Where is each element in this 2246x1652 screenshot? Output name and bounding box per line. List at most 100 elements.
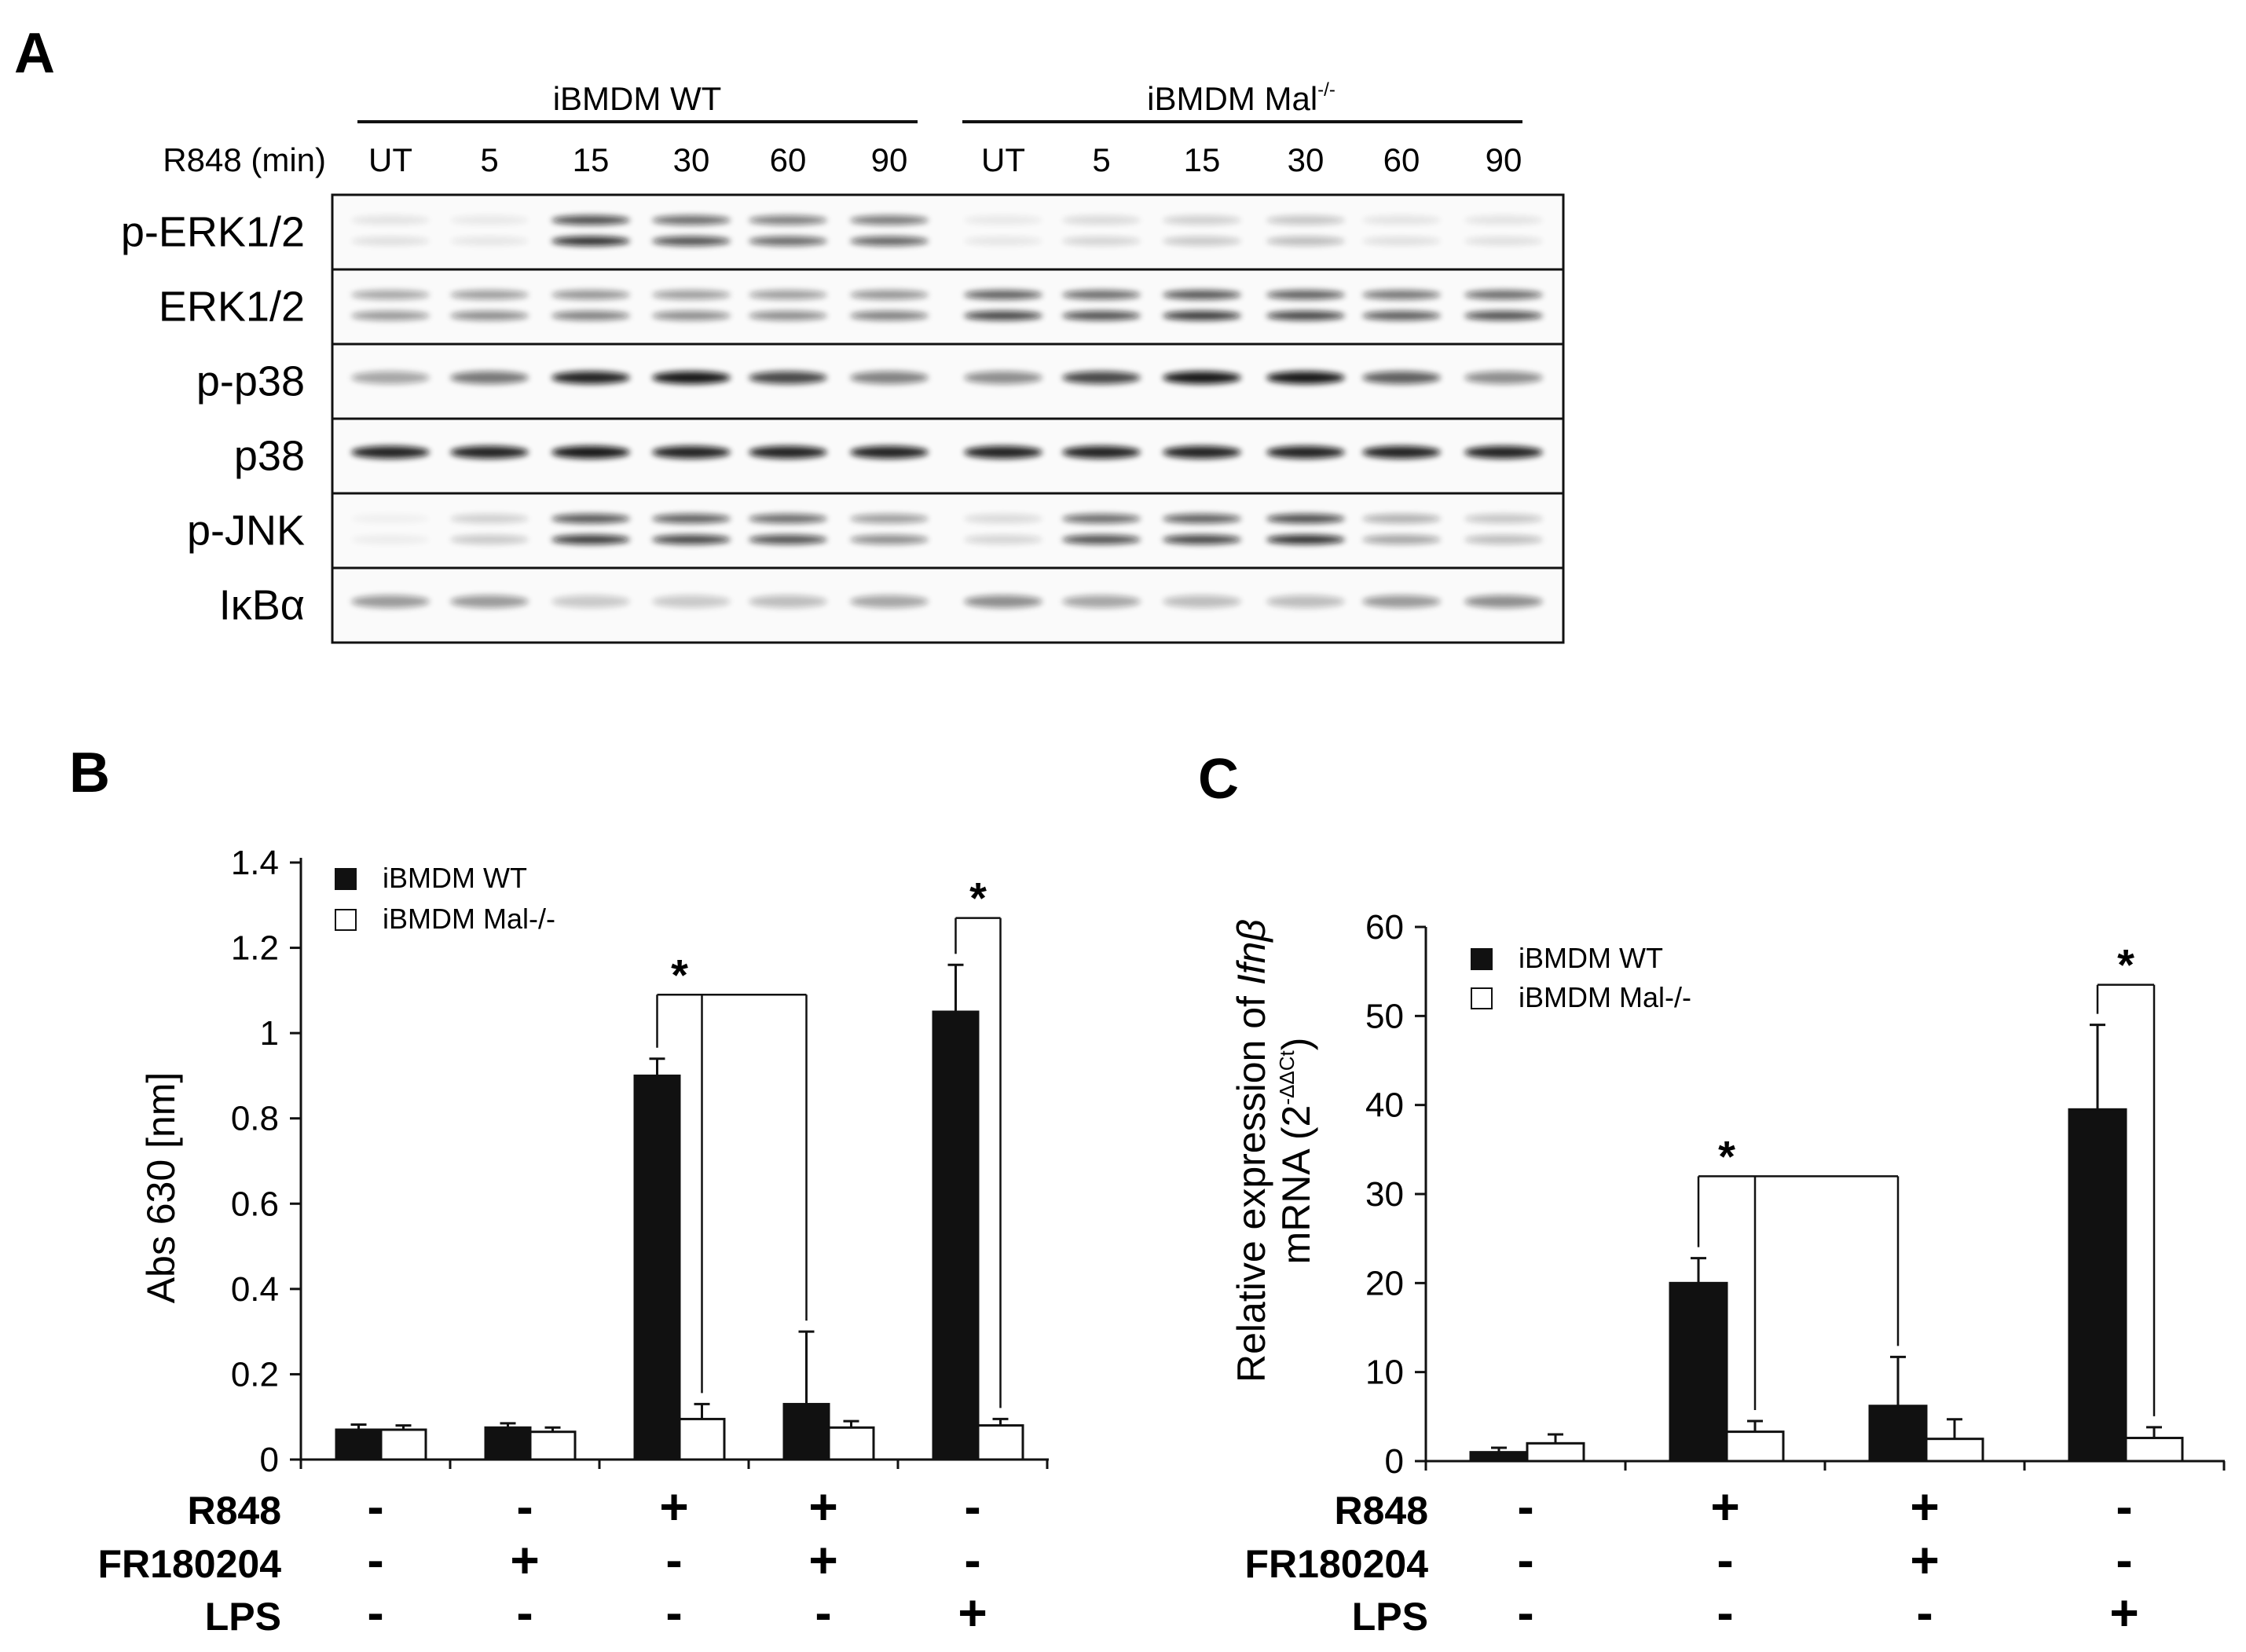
protein-band (1266, 534, 1345, 544)
protein-band (850, 534, 929, 544)
treatment-minus: - (815, 1584, 831, 1641)
protein-band (652, 371, 731, 384)
treatment-minus: - (1517, 1478, 1533, 1535)
bar-wt (484, 1426, 532, 1461)
panel-c-ifnb-chart: C Relative expression of Ifnβ mRNA (2-ΔΔ… (1198, 748, 2226, 1641)
panel-b-x-separators (299, 1460, 1049, 1469)
protein-band (652, 236, 731, 246)
protein-band (964, 595, 1042, 608)
protein-band (749, 595, 827, 608)
protein-band (1163, 514, 1241, 524)
panel-b-ylabel: Abs 630 [nm] (139, 1072, 183, 1304)
protein-band (1464, 290, 1543, 300)
protein-band (450, 290, 529, 300)
treatment-plus: + (808, 1532, 837, 1588)
blot-label: p-ERK1/2 (121, 209, 305, 256)
protein-band (351, 534, 430, 544)
protein-band (1163, 290, 1241, 300)
bar-mal (827, 1426, 875, 1461)
protein-band (1266, 371, 1345, 384)
group-wt-label: iBMDM WT (553, 80, 722, 117)
protein-band (551, 595, 630, 608)
panel-c-ylabel-line2-text: mRNA (2 (1274, 1105, 1318, 1265)
legend-label-wt: iBMDM WT (383, 862, 527, 894)
treatment-minus: - (367, 1532, 383, 1588)
blot-strip (331, 492, 1565, 570)
treatment-minus: - (964, 1532, 980, 1588)
protein-band (1062, 595, 1141, 608)
treatment-minus: - (516, 1584, 533, 1641)
treatment-minus: - (1717, 1532, 1733, 1588)
bar-wt (1669, 1281, 1728, 1463)
protein-band (652, 595, 731, 608)
significance-star: * (969, 874, 987, 923)
protein-band (1266, 310, 1345, 321)
y-tick-label: 1.4 (231, 844, 279, 882)
panel-a-letter: A (14, 22, 55, 85)
timepoint-label: 5 (480, 141, 498, 178)
protein-band (450, 514, 529, 524)
protein-band (652, 514, 731, 524)
panel-c-ylabel-exponent: -ΔΔCt (1275, 1049, 1299, 1104)
protein-band (1362, 534, 1441, 544)
protein-band (1362, 236, 1441, 246)
protein-band (850, 595, 929, 608)
treatment-minus: - (665, 1532, 682, 1588)
timepoint-label: 15 (573, 141, 610, 178)
bar-wt (932, 1010, 980, 1461)
blot-label: p-p38 (196, 358, 305, 405)
treatment-factor-label: R848 (1334, 1489, 1428, 1533)
timepoint-label: 60 (770, 141, 807, 178)
treatment-plus: + (1910, 1532, 1939, 1588)
group-mal-superscript: -/- (1317, 79, 1336, 101)
blot-label: IκBα (219, 582, 305, 629)
bar-mal (529, 1430, 577, 1461)
treatment-minus: - (2116, 1532, 2132, 1588)
bar-mal (1526, 1441, 1585, 1463)
timepoint-label: UT (981, 141, 1025, 178)
timepoint-label: 60 (1383, 141, 1420, 178)
protein-band (1362, 310, 1441, 321)
protein-band (1163, 595, 1241, 608)
treatment-minus: - (1717, 1584, 1733, 1641)
timepoint-label: 15 (1184, 141, 1221, 178)
protein-band (450, 595, 529, 608)
protein-band (749, 215, 827, 225)
bar-wt (633, 1074, 681, 1461)
protein-band (1062, 236, 1141, 246)
blot-strip (331, 268, 1565, 346)
bar-mal (379, 1428, 427, 1461)
y-tick-label: 10 (1365, 1353, 1404, 1392)
protein-band (964, 290, 1042, 300)
protein-band (652, 534, 731, 544)
protein-band (1464, 534, 1543, 544)
protein-band (964, 534, 1042, 544)
protein-band (1163, 215, 1241, 225)
protein-band (1362, 371, 1441, 384)
panel-b-treatment-table: R848- - + + -FR180204- + - + -LPS - - - - + (98, 1478, 987, 1641)
treatment-minus: - (367, 1584, 383, 1641)
blot-strip (331, 566, 1565, 644)
protein-band (964, 215, 1042, 225)
protein-band (1464, 236, 1543, 246)
protein-band (351, 445, 430, 459)
bar-mal (678, 1417, 726, 1461)
protein-band (850, 445, 929, 459)
protein-band (749, 514, 827, 524)
protein-band (551, 310, 630, 321)
panel-b-significance: ** (656, 874, 1002, 1408)
blot-strip (331, 342, 1565, 420)
panel-c-ylabel-line2-close: ) (1274, 1038, 1318, 1051)
y-tick-label: 1.2 (231, 929, 279, 968)
protein-band (1062, 290, 1141, 300)
protein-band (1163, 371, 1241, 384)
significance-star: * (2117, 940, 2134, 990)
bar-wt (1469, 1451, 1529, 1463)
protein-band (1464, 215, 1543, 225)
protein-band (551, 236, 630, 246)
timepoint-label: 5 (1092, 141, 1110, 178)
protein-band (850, 310, 929, 321)
protein-band (551, 215, 630, 225)
blot-label: p38 (234, 433, 305, 480)
protein-band (351, 236, 430, 246)
